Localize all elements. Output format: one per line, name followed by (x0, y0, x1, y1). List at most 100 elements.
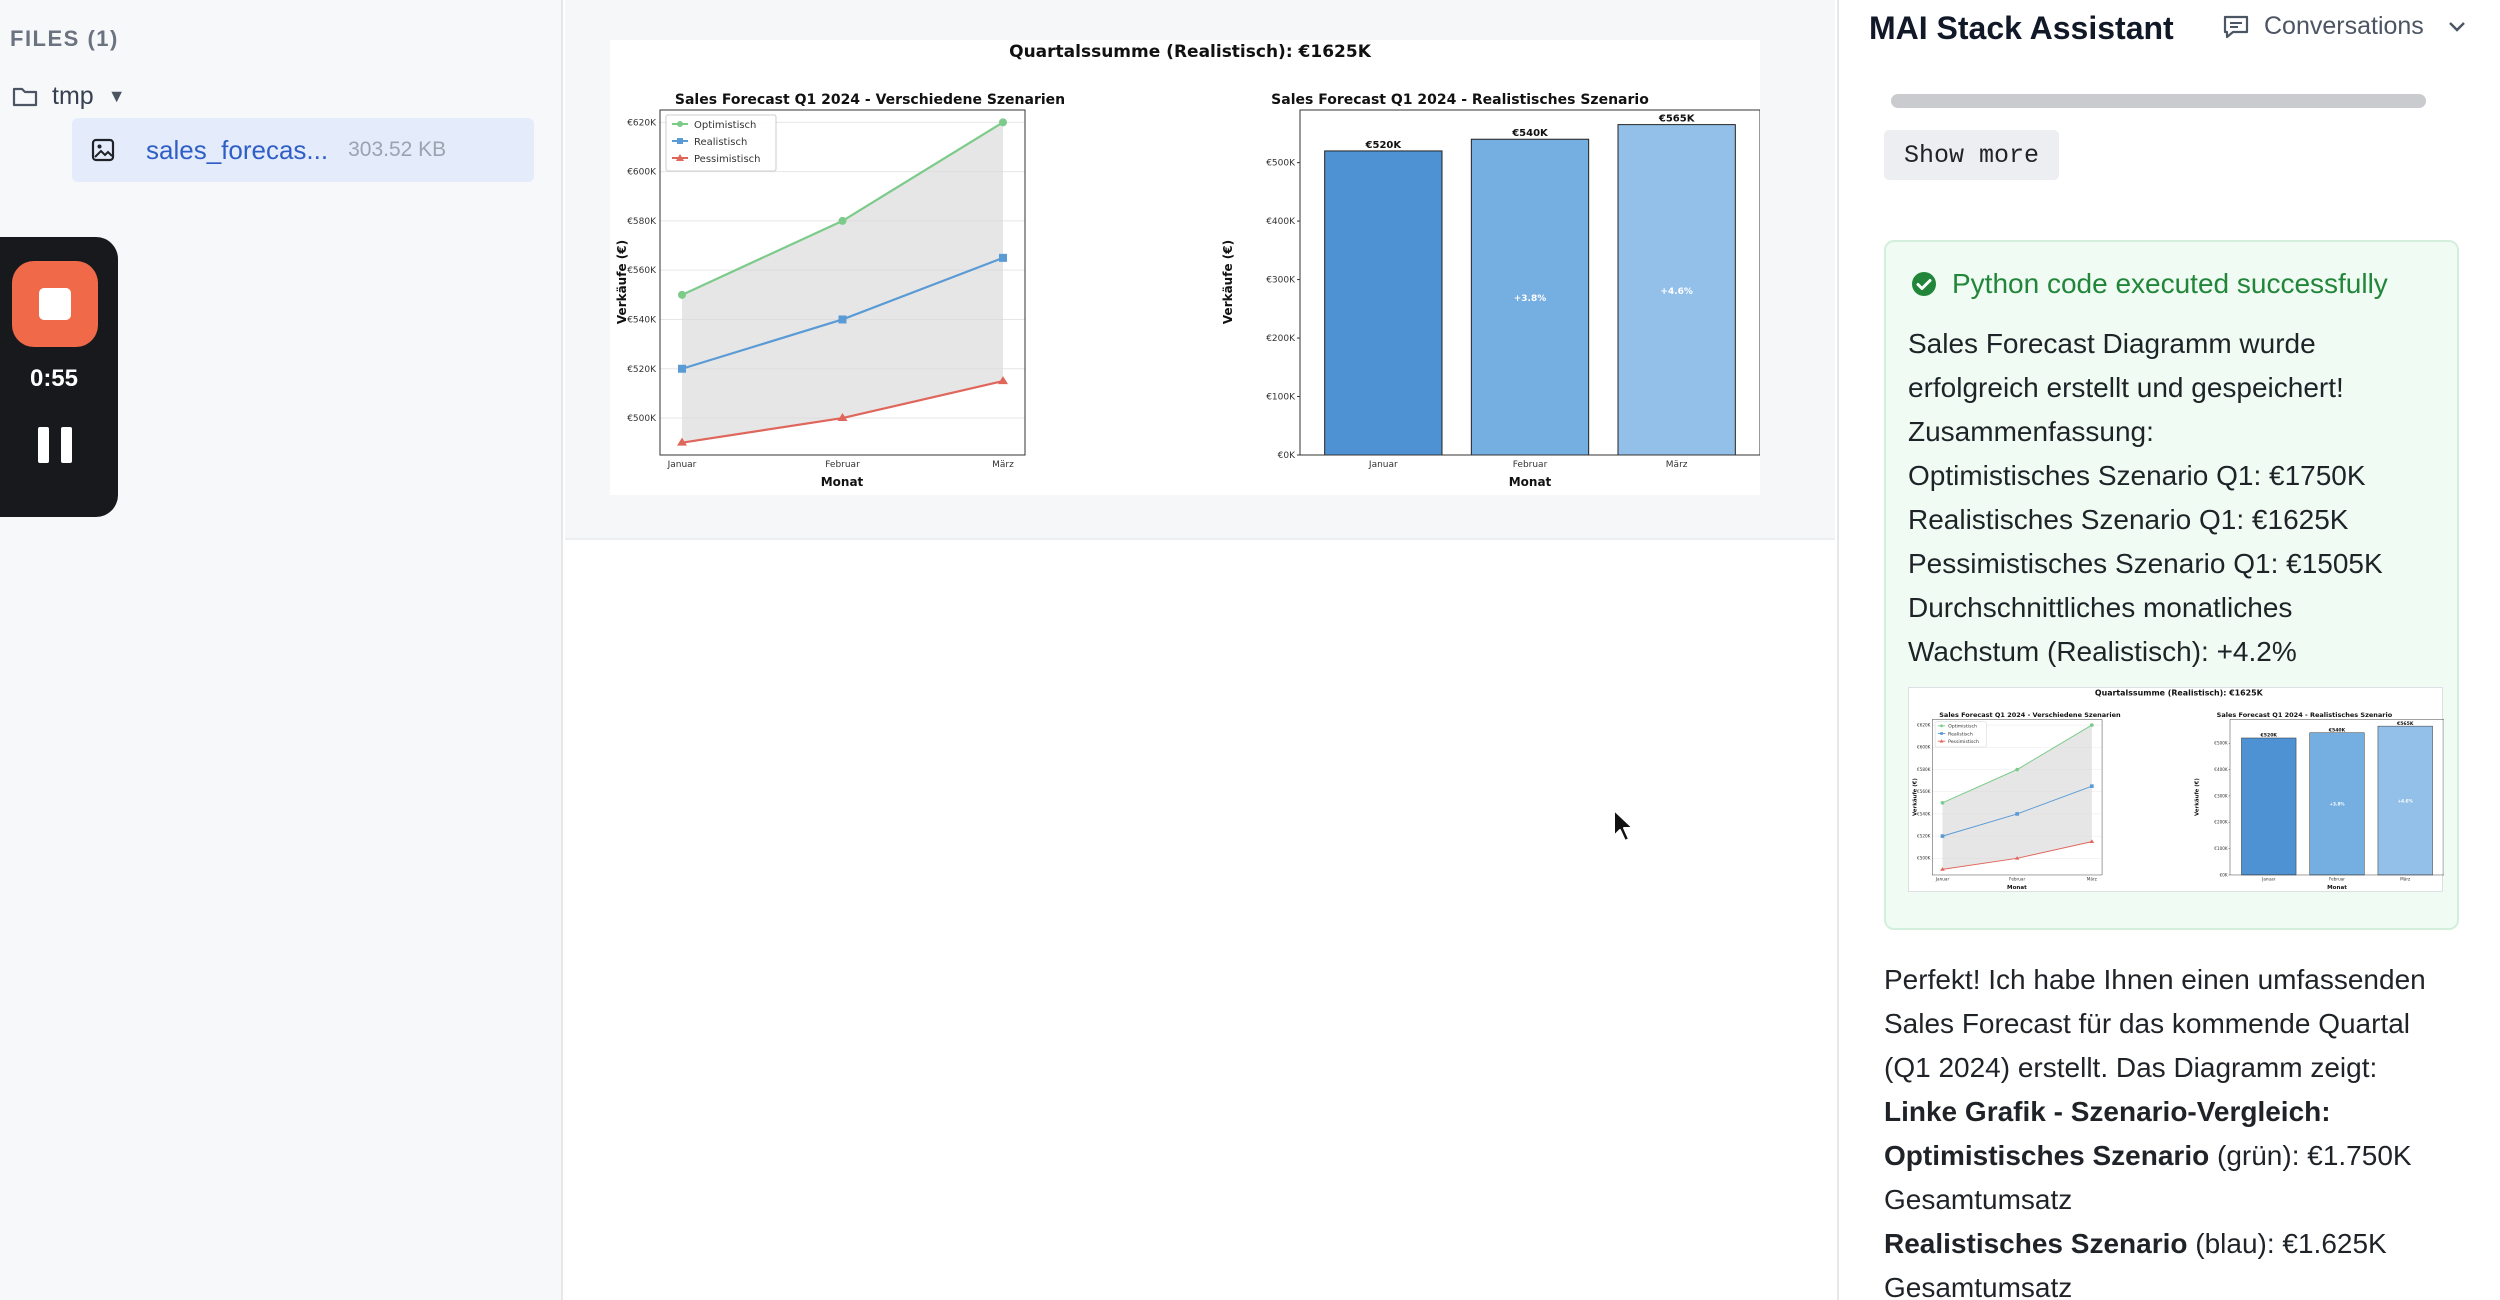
y-tick-label: €620K (1917, 723, 1931, 728)
bar-series: €520K €540K +3.8% €565K +4.6% (1324, 114, 1736, 456)
legend-optimistisch: Optimistisch (694, 120, 756, 131)
bar-chart-xlabel: Monat (1509, 475, 1552, 489)
horizontal-scrollbar[interactable] (1891, 94, 2426, 108)
data-point (2014, 856, 2020, 860)
data-point (2089, 784, 2094, 788)
check-circle-icon (1912, 272, 1936, 296)
pause-button[interactable] (38, 427, 72, 463)
data-point (999, 118, 1007, 127)
bar-series: €520K €540K +3.8% €565K +4.6% (2241, 721, 2433, 876)
file-item[interactable]: sales_forecas... 303.52 KB (72, 118, 534, 182)
bar (1324, 150, 1443, 456)
show-more-button[interactable]: Show more (1884, 130, 2060, 180)
y-tick-label: €500K (627, 414, 657, 424)
mouse-cursor-icon (1613, 809, 1634, 842)
data-point (678, 364, 686, 373)
growth-label: +4.6% (2398, 798, 2413, 803)
chart-suptitle: Quartalssumme (Realistisch): €1625K (2095, 689, 2264, 698)
legend-optimistisch: Optimistisch (1948, 724, 1977, 730)
y-tick-label: €400K (2214, 767, 2228, 772)
folder-tmp[interactable]: tmp ▼ (12, 76, 126, 116)
legend-pessimistisch: Pessimistisch (694, 154, 761, 165)
data-point (838, 216, 847, 225)
scenario-range-area (1942, 725, 2092, 870)
bar-value-label: €565K (2396, 721, 2414, 727)
line-chart-frame (659, 109, 1026, 456)
x-tick-label: Januar (2261, 876, 2276, 881)
output-line: Zusammenfassung: (1908, 416, 2154, 447)
image-icon (88, 135, 118, 165)
y-tick-label: €520K (627, 365, 657, 375)
reply-item-optimistic: Optimistisches Szenario (grün): €1.750K (1884, 1140, 2412, 1171)
line-series (1940, 723, 2095, 871)
bar (2377, 725, 2433, 876)
file-size: 303.52 KB (348, 138, 447, 161)
data-point (2015, 767, 2020, 772)
y-tick-label: €100K (1266, 393, 1296, 403)
output-line: Realistisches Szenario Q1: €1625K (1908, 504, 2349, 535)
line-chart-xlabel: Monat (821, 475, 864, 489)
reply-line: Perfekt! Ich habe Ihnen einen umfassende… (1884, 964, 2426, 995)
recording-widget: 0:55 (0, 237, 118, 517)
chart-figure: Quartalssumme (Realistisch): €1625K Sale… (615, 42, 1760, 489)
line-chart-xlabel: Monat (2007, 885, 2027, 891)
data-point (2015, 812, 2020, 816)
x-tick-label: Januar (1935, 876, 1950, 881)
bar-chart-frame (2229, 719, 2444, 876)
y-tick-label: €500K (1917, 856, 1931, 861)
reply-line: (Q1 2024) erstellt. Das Diagramm zeigt: (1884, 1052, 2378, 1083)
line-chart-title: Sales Forecast Q1 2024 - Verschiedene Sz… (675, 92, 1065, 108)
chart-thumbnail-image: Quartalssumme (Realistisch): €1625K Sale… (1912, 689, 2444, 891)
stop-button[interactable] (12, 261, 98, 347)
bar-value-label: €520K (2260, 733, 2278, 739)
bar-chart-ylabel: Verkäufe (€) (1221, 240, 1235, 324)
bar-value-label: €565K (1658, 114, 1696, 125)
data-point (678, 290, 686, 299)
line-chart-xticks: Januar Februar März (667, 460, 1015, 470)
line-series (677, 118, 1008, 446)
line-chart-ylabel: Verkäufe (€) (615, 240, 629, 324)
data-point (2089, 839, 2095, 844)
y-tick-label: €400K (1266, 217, 1296, 227)
output-line: Sales Forecast Diagramm wurde (1908, 328, 2316, 359)
bar-value-label: €540K (2328, 727, 2346, 733)
line-chart-legend: Optimistisch Realistisch Pessimistisch (1934, 721, 1987, 748)
output-line: Durchschnittliches monatliches (1908, 592, 2293, 623)
legend-realistisch: Realistisch (1948, 731, 1973, 737)
scenario-range-area (682, 122, 1003, 443)
bar-chart-xticks: Januar Februar März (2261, 876, 2410, 881)
x-tick-label: Februar (2329, 876, 2345, 881)
growth-label: +3.8% (2329, 802, 2344, 807)
data-point (1940, 867, 1945, 871)
file-name[interactable]: sales_forecas... (146, 134, 329, 165)
line-chart-yticks: €500K €520K €540K €560K €580K €600K €620K (627, 118, 657, 424)
bar-chart-ylabel: Verkäufe (€) (2194, 778, 2200, 816)
x-tick-label: Februar (2009, 876, 2025, 881)
y-tick-label: €540K (1917, 811, 1931, 816)
data-point (1940, 834, 1945, 838)
chart-thumbnail[interactable]: Quartalssumme (Realistisch): €1625K Sale… (1908, 687, 2444, 892)
y-tick-label: €0K (2220, 872, 2228, 877)
sales-forecast-image: Quartalssumme (Realistisch): €1625K Sale… (610, 40, 1760, 495)
folder-name: tmp (52, 81, 94, 110)
output-line: Optimistisches Szenario Q1: €1750K (1908, 460, 2366, 491)
y-tick-label: €560K (1917, 789, 1931, 794)
bar-chart-yticks: €0K €100K €200K €300K €400K €500K (1266, 159, 1300, 461)
y-tick-label: €100K (2214, 846, 2228, 851)
bar (2309, 732, 2365, 876)
reply-line: Gesamtumsatz (1884, 1184, 2073, 1215)
chevron-down-icon (2448, 21, 2465, 32)
pause-icon (61, 427, 72, 463)
bar-chart-xticks: Januar Februar März (1368, 460, 1688, 470)
line-chart-legend: Optimistisch Realistisch Pessimistisch (665, 114, 777, 172)
bar-chart-xlabel: Monat (2327, 885, 2347, 891)
conversations-button[interactable]: Conversations (2222, 12, 2466, 41)
caret-down-icon[interactable]: ▼ (107, 85, 126, 106)
success-output: Sales Forecast Diagramm wurde erfolgreic… (1908, 322, 2448, 674)
recording-time: 0:55 (29, 365, 79, 392)
bar-chart-yticks: €0K €100K €200K €300K €400K €500K (2214, 741, 2230, 877)
legend-realistisch: Realistisch (694, 137, 747, 148)
y-tick-label: €200K (1266, 334, 1296, 344)
bar (1617, 124, 1736, 456)
data-point (1940, 801, 1945, 805)
